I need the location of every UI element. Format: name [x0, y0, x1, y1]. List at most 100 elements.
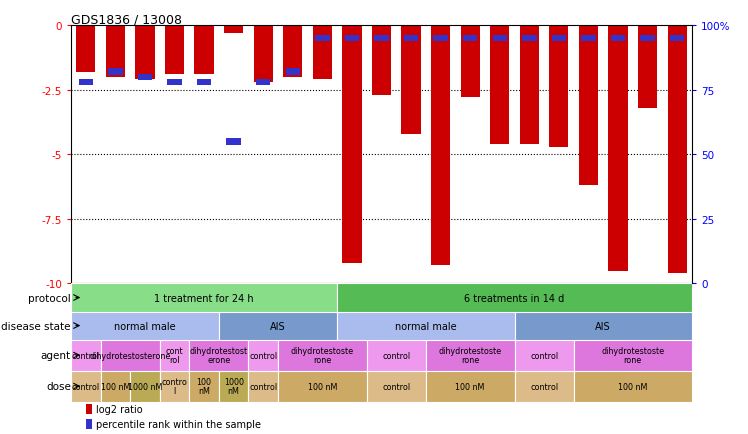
Text: normal male: normal male	[114, 321, 176, 331]
Bar	[286, 69, 300, 76]
Bar	[431, 26, 450, 266]
Bar	[670, 36, 684, 42]
Bar	[492, 36, 507, 42]
Bar	[189, 371, 219, 402]
Text: 1000 nM: 1000 nM	[128, 382, 162, 391]
Bar	[608, 26, 628, 271]
Bar	[490, 26, 509, 145]
Text: normal male: normal male	[395, 321, 456, 331]
Bar	[433, 36, 448, 42]
Text: AIS: AIS	[270, 321, 286, 331]
Text: 100 nM: 100 nM	[618, 382, 648, 391]
Text: control: control	[530, 351, 558, 360]
Bar	[165, 26, 184, 75]
Bar	[345, 36, 359, 42]
Bar	[278, 340, 367, 371]
Bar	[101, 340, 160, 371]
Bar	[426, 371, 515, 402]
Bar	[367, 340, 426, 371]
Bar	[189, 340, 248, 371]
Bar	[248, 340, 278, 371]
Bar	[574, 371, 692, 402]
Bar	[463, 36, 477, 42]
Bar	[256, 79, 271, 86]
Text: dose: dose	[46, 381, 71, 391]
Text: control: control	[249, 382, 278, 391]
Bar	[227, 139, 241, 145]
Text: dihydrotestoste
rone: dihydrotestoste rone	[601, 346, 664, 365]
Text: log2 ratio: log2 ratio	[96, 404, 143, 414]
Bar	[549, 26, 568, 147]
Bar	[313, 26, 332, 80]
Text: 1000
nM: 1000 nM	[224, 377, 244, 395]
Text: 100 nM: 100 nM	[456, 382, 485, 391]
Bar	[160, 371, 189, 402]
Text: 6 treatments in 14 d: 6 treatments in 14 d	[465, 293, 565, 303]
Bar	[552, 36, 566, 42]
Bar	[248, 371, 278, 402]
Bar	[426, 340, 515, 371]
Text: dihydrotestosterone: dihydrotestosterone	[90, 351, 171, 360]
Text: 1 treatment for 24 h: 1 treatment for 24 h	[154, 293, 254, 303]
Text: control: control	[382, 351, 411, 360]
Bar	[520, 26, 539, 145]
Bar	[86, 419, 92, 429]
Bar	[640, 36, 654, 42]
Text: control: control	[382, 382, 411, 391]
Bar	[194, 26, 214, 75]
Bar	[105, 26, 125, 78]
Text: 100 nM: 100 nM	[307, 382, 337, 391]
Text: GDS1836 / 13008: GDS1836 / 13008	[71, 13, 182, 26]
Text: protocol: protocol	[28, 293, 71, 303]
Bar	[343, 26, 361, 263]
Text: agent: agent	[40, 350, 71, 360]
Bar	[71, 312, 219, 340]
Text: 100 nM: 100 nM	[101, 382, 130, 391]
Text: AIS: AIS	[595, 321, 611, 331]
Text: control: control	[249, 351, 278, 360]
Bar	[86, 404, 92, 414]
Bar	[579, 26, 598, 186]
Bar	[197, 79, 211, 86]
Text: contro
l: contro l	[162, 377, 188, 395]
Bar	[315, 36, 330, 42]
Bar	[337, 284, 692, 312]
Bar	[522, 36, 536, 42]
Text: control: control	[72, 382, 100, 391]
Bar	[130, 371, 160, 402]
Bar	[374, 36, 389, 42]
Bar	[638, 26, 657, 108]
Bar	[71, 340, 101, 371]
Bar	[135, 26, 155, 80]
Bar	[461, 26, 479, 98]
Bar	[402, 26, 420, 134]
Bar	[515, 340, 574, 371]
Bar	[76, 26, 96, 72]
Bar	[283, 26, 302, 78]
Text: cont
rol: cont rol	[166, 346, 183, 365]
Text: control: control	[72, 351, 100, 360]
Bar	[515, 371, 574, 402]
Bar	[574, 340, 692, 371]
Bar	[515, 312, 692, 340]
Bar	[168, 79, 182, 86]
Bar	[219, 371, 248, 402]
Bar	[404, 36, 418, 42]
Bar	[224, 26, 243, 34]
Bar	[667, 26, 687, 273]
Text: disease state: disease state	[1, 321, 71, 331]
Bar	[581, 36, 595, 42]
Bar	[108, 69, 123, 76]
Bar	[278, 371, 367, 402]
Bar	[372, 26, 391, 95]
Text: percentile rank within the sample: percentile rank within the sample	[96, 419, 262, 429]
Bar	[160, 340, 189, 371]
Text: control: control	[530, 382, 558, 391]
Bar	[254, 26, 273, 83]
Bar	[337, 312, 515, 340]
Bar	[71, 284, 337, 312]
Bar	[138, 74, 152, 81]
Bar	[79, 79, 93, 86]
Bar	[611, 36, 625, 42]
Text: dihydrotestost
erone: dihydrotestost erone	[190, 346, 248, 365]
